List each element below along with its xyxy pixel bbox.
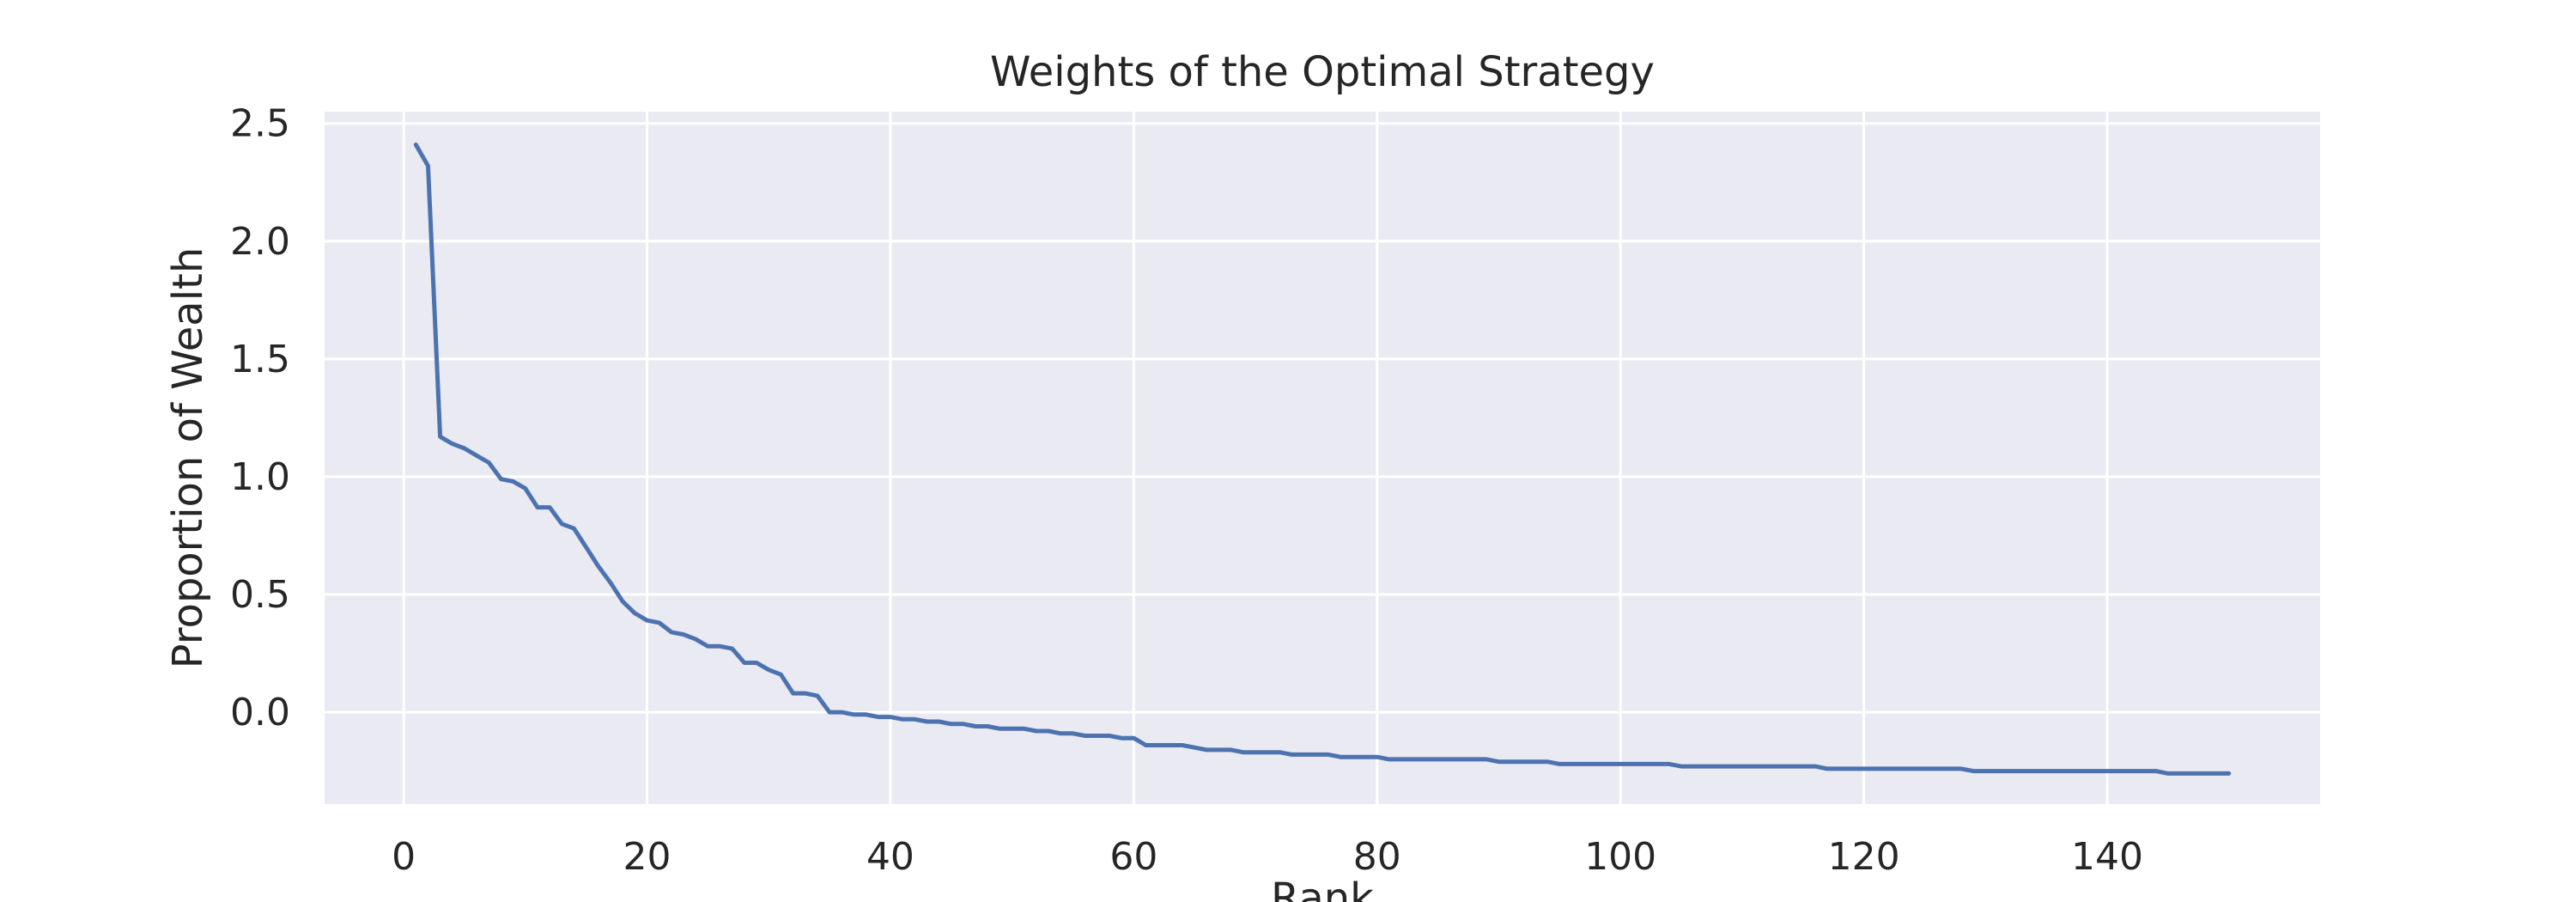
y-tick-label: 0.5: [230, 573, 290, 617]
x-gridlines: [402, 112, 2109, 804]
x-tick-label: 80: [1353, 835, 1401, 879]
y-axis-label: Proportion of Wealth: [164, 247, 212, 669]
y-tick-label: 0.0: [230, 691, 290, 734]
y-tick-label: 1.5: [230, 338, 290, 381]
x-tick-label: 140: [2071, 835, 2143, 879]
x-tick-label: 100: [1584, 835, 1656, 879]
y-tick-label: 1.0: [230, 455, 290, 499]
chart-title: Weights of the Optimal Strategy: [990, 48, 1655, 96]
x-tick-label: 60: [1109, 835, 1157, 879]
y-tick-label: 2.0: [230, 220, 290, 264]
y-tick-labels: 0.0 0.5 1.0 1.5 2.0 2.5: [230, 102, 290, 734]
x-tick-label: 0: [392, 835, 416, 879]
y-tick-label: 2.5: [230, 102, 290, 146]
x-tick-labels: 0 20 40 60 80 100 120 140: [392, 835, 2143, 879]
x-axis-label: Rank: [1271, 875, 1374, 902]
x-tick-label: 120: [1828, 835, 1900, 879]
x-tick-label: 40: [866, 835, 914, 879]
x-tick-label: 20: [623, 835, 671, 879]
plot-background: [325, 112, 2320, 804]
series-line: [413, 142, 2232, 776]
y-gridlines: [325, 122, 2320, 714]
